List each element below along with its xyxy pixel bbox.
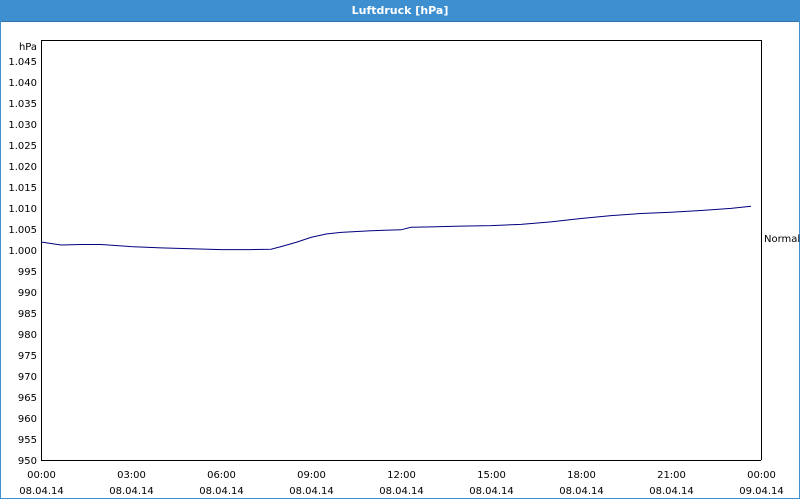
y-tick-label: 985 xyxy=(18,309,37,320)
chart-axes xyxy=(41,40,762,461)
x-tick-labels: 00:00 08.04.14 03:00 08.04.14 06:00 08.04.14 0… xyxy=(19,470,784,497)
x-tick-date: 08.04.14 xyxy=(379,486,424,497)
x-tick-time: 15:00 xyxy=(477,470,506,481)
y-tick-label: 995 xyxy=(18,267,37,278)
y-tick-label: 1.000 xyxy=(8,246,37,257)
y-tick-label: 1.040 xyxy=(8,78,37,89)
x-tick-time: 21:00 xyxy=(657,470,686,481)
plot-area xyxy=(41,40,761,460)
y-axis-unit-label: hPa xyxy=(19,42,37,53)
x-tick-time: 00:00 xyxy=(27,470,56,481)
y-tick-label: 960 xyxy=(18,414,37,425)
y-tick-label: 955 xyxy=(18,435,37,446)
x-tick-date: 08.04.14 xyxy=(289,486,334,497)
y-tick-label: 950 xyxy=(18,456,37,467)
y-tick-label: 990 xyxy=(18,288,37,299)
y-tick-label: 970 xyxy=(18,372,37,383)
reference-line: Normal xyxy=(764,234,800,245)
y-tick-label: 965 xyxy=(18,393,37,404)
x-tick-time: 12:00 xyxy=(387,470,416,481)
y-tick-label: 1.035 xyxy=(8,99,37,110)
x-tick-date: 08.04.14 xyxy=(649,486,694,497)
x-tick-date: 08.04.14 xyxy=(19,486,64,497)
x-tick-time: 00:00 xyxy=(747,470,776,481)
x-tick-date: 08.04.14 xyxy=(109,486,154,497)
series-lines xyxy=(40,205,752,251)
pressure-series-line xyxy=(40,205,752,251)
y-tick-label: 1.045 xyxy=(8,57,37,68)
x-tick-time: 09:00 xyxy=(297,470,326,481)
y-tick-label: 1.015 xyxy=(8,183,37,194)
chart-title: Luftdruck [hPa] xyxy=(351,4,449,17)
x-tick-time: 06:00 xyxy=(207,470,236,481)
y-tick-label: 1.020 xyxy=(8,162,37,173)
y-tick-label: 975 xyxy=(18,351,37,362)
y-tick-labels: 950 955 960 965 970 975 980 985 990 995 1.000 1.005… xyxy=(8,42,37,467)
x-tick-date: 09.04.14 xyxy=(739,486,784,497)
y-tick-label: 1.010 xyxy=(8,204,37,215)
y-tick-label: 980 xyxy=(18,330,37,341)
x-tick-date: 08.04.14 xyxy=(469,486,514,497)
x-tick-time: 03:00 xyxy=(117,470,146,481)
y-tick-label: 1.030 xyxy=(8,120,37,131)
y-tick-label: 1.025 xyxy=(8,141,37,152)
x-tick-time: 18:00 xyxy=(567,470,596,481)
x-tick-date: 08.04.14 xyxy=(559,486,604,497)
y-tick-label: 1.005 xyxy=(8,225,37,236)
x-tick-date: 08.04.14 xyxy=(199,486,244,497)
reference-line-label: Normal xyxy=(764,234,800,245)
title-bar: Luftdruck [hPa] xyxy=(0,0,800,22)
